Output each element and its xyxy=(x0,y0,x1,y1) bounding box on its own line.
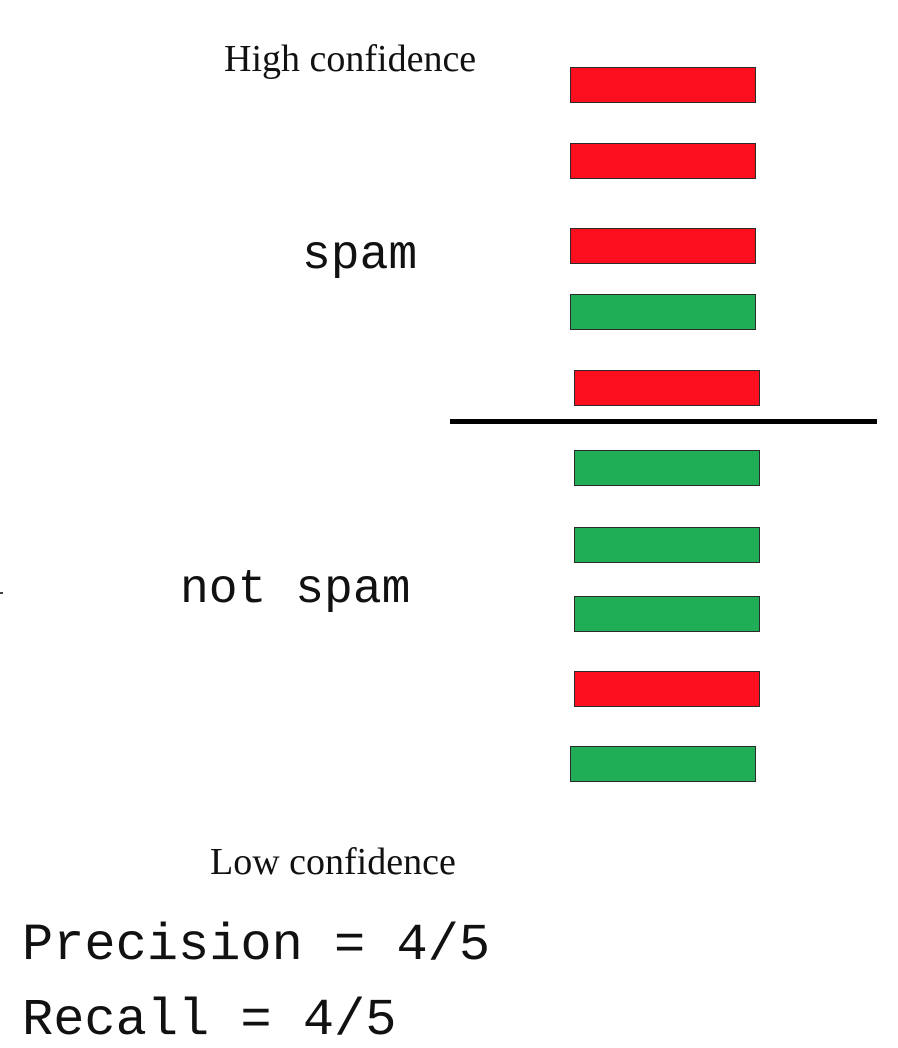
not-spam-email-bar xyxy=(574,527,760,563)
not-spam-email-bar xyxy=(570,746,756,782)
spam-label: spam xyxy=(302,229,418,283)
high-confidence-label: High confidence xyxy=(224,38,477,80)
low-confidence-label: Low confidence xyxy=(210,841,456,883)
spam-email-bar xyxy=(574,370,760,406)
recall-text: Recall = 4/5 xyxy=(22,991,397,1048)
spam-email-bar xyxy=(570,143,756,179)
spam-email-bar xyxy=(574,671,760,707)
spam-email-bar xyxy=(570,228,756,264)
spam-email-bar xyxy=(570,67,756,103)
not-spam-label: not spam xyxy=(180,563,411,617)
not-spam-email-bar xyxy=(570,294,756,330)
precision-text: Precision = 4/5 xyxy=(22,916,491,975)
not-spam-email-bar xyxy=(574,450,760,486)
decision-threshold-line xyxy=(450,419,877,424)
not-spam-email-bar xyxy=(574,596,760,632)
edge-tick-mark xyxy=(0,592,3,594)
